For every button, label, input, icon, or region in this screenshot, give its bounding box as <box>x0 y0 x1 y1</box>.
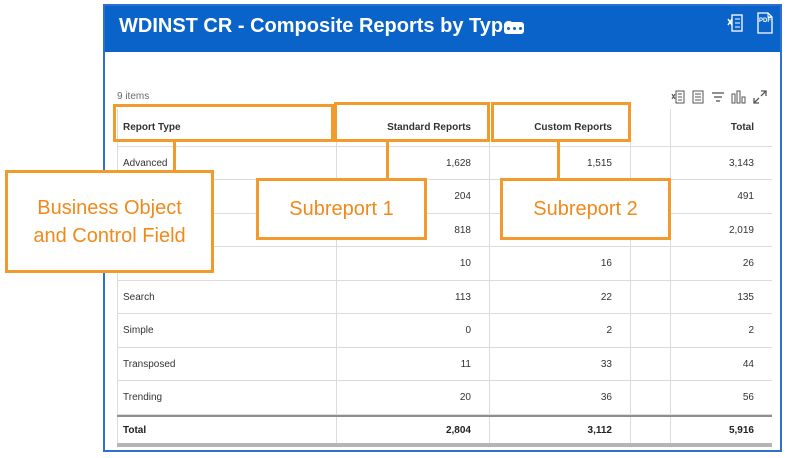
filter-icon[interactable] <box>711 90 725 104</box>
total-cell: 2,019 <box>728 224 754 236</box>
total-cell: 491 <box>737 191 754 202</box>
custom-reports-link[interactable]: 2 <box>490 314 631 347</box>
dot-icon <box>518 26 522 30</box>
standard-reports-link[interactable]: 204 <box>337 180 490 213</box>
export-excel-icon[interactable] <box>727 14 743 32</box>
standard-reports-link[interactable]: 113 <box>337 281 490 313</box>
standard-reports-link[interactable]: 20 <box>337 381 490 414</box>
column-header-standard-reports[interactable]: Standard Reports <box>337 109 490 146</box>
custom-reports-link[interactable]: 22 <box>490 281 631 313</box>
table-row: Advanced 1,628 1,515 3,143 <box>117 147 772 180</box>
total-cell: 56 <box>742 392 754 403</box>
items-count: 9 items <box>117 91 150 102</box>
related-actions-button[interactable] <box>504 22 524 34</box>
report-type-cell: Search <box>117 281 337 313</box>
report-grid: Report Type Standard Reports Custom Repo… <box>117 109 772 447</box>
report-title: WDINST CR - Composite Reports by Type <box>119 15 515 37</box>
custom-reports-total: 3,112 <box>490 417 631 443</box>
report-type-cell <box>117 247 337 280</box>
empty-cell <box>631 247 671 280</box>
standard-reports-value: 0 <box>337 314 490 347</box>
custom-reports-link[interactable]: 1,515 <box>490 147 631 179</box>
table-row: 204 491 <box>117 180 772 214</box>
report-header: WDINST CR - Composite Reports by Type PD… <box>105 6 780 52</box>
custom-reports-link[interactable]: 36 <box>490 381 631 414</box>
total-cell: 44 <box>742 358 754 370</box>
table-row: Simple 0 2 2 <box>117 314 772 348</box>
report-type-cell: Trending <box>117 381 337 414</box>
grand-total: 5,916 <box>728 424 754 436</box>
standard-reports-link[interactable]: 818 <box>337 214 490 246</box>
empty-cell <box>631 314 671 347</box>
subreport-1-callout: Subreport 1 <box>256 178 427 240</box>
table-row: Trending 20 36 56 <box>117 381 772 415</box>
column-header-report-type[interactable]: Report Type <box>117 109 337 146</box>
empty-cell <box>631 417 671 443</box>
table-row: Search 113 22 135 <box>117 281 772 314</box>
standard-reports-link[interactable]: 10 <box>337 247 490 280</box>
callout-connector <box>173 141 176 172</box>
view-columns-icon[interactable] <box>692 90 704 104</box>
grid-border <box>117 109 118 447</box>
standard-reports-total: 2,804 <box>337 417 490 443</box>
totals-row: Total 2,804 3,112 5,916 <box>117 415 772 447</box>
callout-connector <box>386 141 389 178</box>
excel-export-icon[interactable] <box>671 90 685 104</box>
callout-connector <box>557 141 560 178</box>
total-cell: 2 <box>748 325 754 336</box>
report-type-cell: Transposed <box>117 348 337 380</box>
pdf-label: PDF <box>759 18 771 24</box>
total-cell: 3,143 <box>728 157 754 169</box>
header-row: Report Type Standard Reports Custom Repo… <box>117 109 772 147</box>
custom-reports-link[interactable]: 16 <box>490 247 631 280</box>
column-header-custom-reports[interactable]: Custom Reports <box>490 109 631 146</box>
standard-reports-link[interactable]: 1,628 <box>337 147 490 179</box>
empty-cell <box>631 348 671 380</box>
totals-label: Total <box>117 417 337 443</box>
empty-cell <box>631 281 671 313</box>
export-pdf-icon[interactable]: PDF <box>757 12 773 34</box>
chart-icon[interactable] <box>731 90 747 104</box>
total-cell: 135 <box>737 291 754 303</box>
table-row: Transposed 11 33 44 <box>117 348 772 381</box>
dot-icon <box>512 26 516 30</box>
empty-cell <box>631 381 671 414</box>
empty-cell <box>631 147 671 179</box>
report-type-cell: Simple <box>117 314 337 347</box>
expand-icon[interactable] <box>753 90 767 104</box>
dot-icon <box>506 26 510 30</box>
report-type-cell: Advanced <box>117 147 337 179</box>
table-row: 10 16 26 <box>117 247 772 281</box>
custom-reports-link[interactable]: 33 <box>490 348 631 380</box>
standard-reports-link[interactable]: 11 <box>337 348 490 380</box>
total-cell: 26 <box>742 258 754 269</box>
subreport-2-callout: Subreport 2 <box>500 178 671 240</box>
column-header-total[interactable]: Total <box>730 122 754 133</box>
table-row: 818 2,019 <box>117 214 772 247</box>
column-header-empty <box>631 109 671 146</box>
business-object-callout: Business Object and Control Field <box>5 170 214 273</box>
